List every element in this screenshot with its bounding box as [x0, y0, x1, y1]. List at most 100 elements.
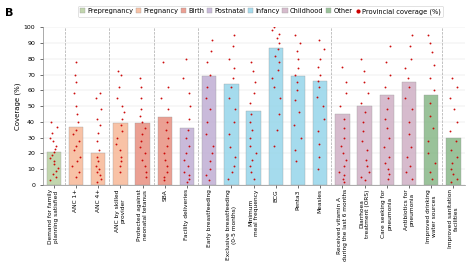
Point — [381, 161, 389, 165]
Point — [229, 76, 237, 80]
Point — [181, 170, 188, 175]
Point — [448, 161, 456, 165]
Point — [407, 57, 415, 61]
Point — [315, 154, 323, 159]
Point — [118, 116, 126, 121]
Point — [409, 107, 416, 112]
Point — [317, 57, 324, 61]
Point — [52, 175, 60, 179]
Point — [160, 178, 168, 183]
Point — [385, 172, 393, 176]
Point — [385, 154, 393, 159]
Point — [227, 85, 235, 89]
Point — [320, 116, 328, 121]
Point — [185, 116, 192, 121]
Point — [97, 173, 104, 178]
Point — [68, 164, 76, 168]
Point — [185, 91, 193, 96]
Point — [203, 85, 211, 89]
Point — [424, 139, 431, 143]
Point — [138, 157, 146, 162]
Point — [50, 150, 57, 154]
Bar — [313, 81, 328, 185]
Point — [202, 96, 210, 100]
Point — [50, 162, 58, 167]
Point — [208, 49, 215, 53]
Point — [113, 135, 121, 140]
Point — [136, 113, 144, 118]
Bar — [335, 114, 350, 185]
Point — [406, 132, 413, 137]
Point — [113, 142, 120, 146]
Point — [426, 76, 434, 80]
Point — [72, 175, 79, 179]
Point — [341, 173, 348, 178]
Point — [401, 96, 409, 100]
Bar — [269, 48, 283, 185]
Point — [53, 124, 61, 129]
Point — [229, 44, 237, 48]
Point — [202, 173, 210, 178]
Point — [231, 154, 239, 159]
Point — [94, 131, 101, 135]
Point — [49, 172, 57, 176]
Point — [294, 57, 302, 61]
Point — [203, 60, 210, 64]
Point — [342, 91, 350, 96]
Point — [92, 96, 100, 100]
Bar — [291, 76, 305, 185]
Point — [54, 165, 61, 170]
Point — [118, 129, 126, 134]
Point — [431, 161, 439, 165]
Point — [364, 91, 372, 96]
Point — [48, 153, 56, 157]
Point — [247, 112, 255, 116]
Point — [159, 60, 167, 64]
Point — [96, 91, 104, 96]
Point — [273, 36, 281, 41]
Point — [46, 135, 54, 140]
Point — [118, 159, 125, 163]
Point — [384, 177, 392, 181]
Point — [274, 68, 282, 72]
Point — [164, 120, 171, 124]
Point — [230, 164, 237, 168]
Point — [46, 178, 54, 183]
Point — [292, 33, 299, 37]
Y-axis label: Coverage (%): Coverage (%) — [14, 82, 20, 130]
Point — [335, 170, 343, 175]
Point — [268, 76, 276, 80]
Bar — [157, 117, 172, 185]
Point — [250, 177, 258, 181]
Point — [292, 159, 300, 163]
Point — [163, 128, 170, 132]
Point — [453, 85, 461, 89]
Bar — [446, 138, 461, 185]
Point — [184, 164, 192, 168]
Point — [142, 170, 150, 175]
Point — [270, 25, 278, 29]
Point — [116, 148, 124, 152]
Bar — [380, 95, 394, 185]
Point — [207, 107, 214, 112]
Bar — [357, 106, 372, 185]
Point — [93, 154, 101, 159]
Point — [362, 178, 369, 183]
Point — [275, 41, 283, 45]
Point — [206, 159, 214, 163]
Point — [430, 63, 438, 67]
Point — [205, 178, 213, 183]
Point — [137, 139, 145, 143]
Point — [48, 131, 56, 135]
Point — [185, 173, 192, 178]
Point — [402, 170, 410, 175]
Point — [429, 126, 437, 130]
Point — [161, 151, 168, 156]
Point — [270, 85, 277, 89]
Point — [95, 167, 102, 171]
Point — [428, 50, 436, 55]
Point — [208, 38, 216, 42]
Point — [73, 159, 81, 163]
Point — [358, 57, 365, 61]
Point — [380, 145, 388, 149]
